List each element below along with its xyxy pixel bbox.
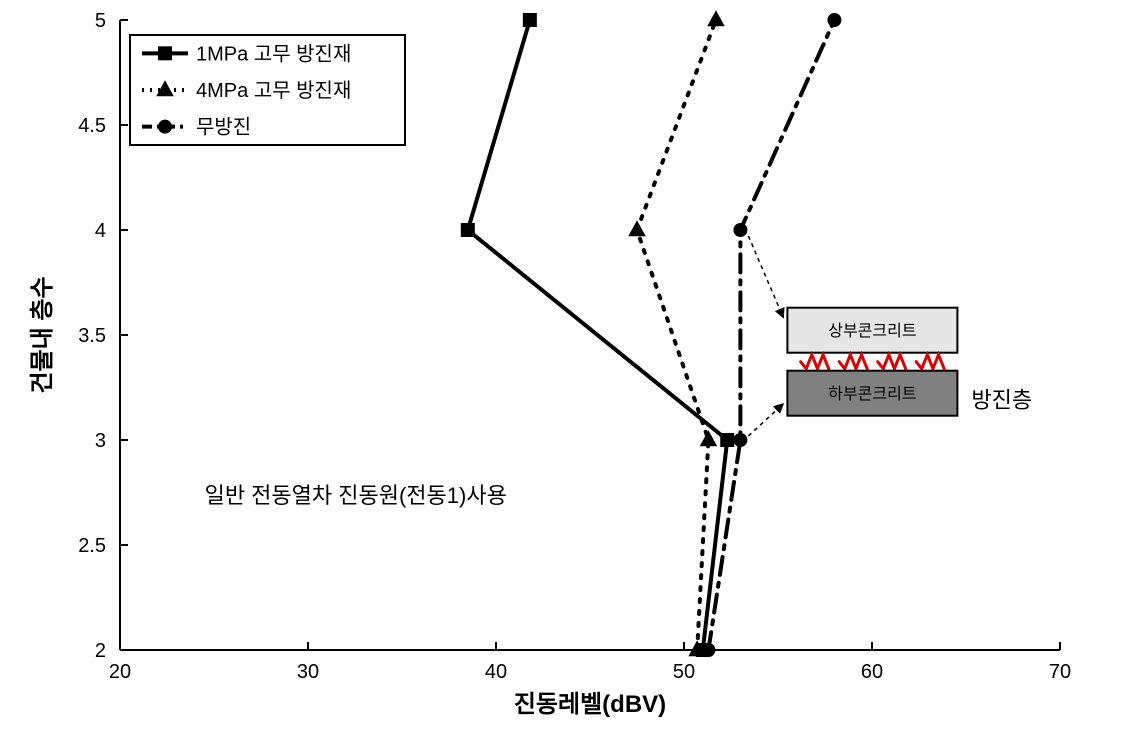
chart-container: 20 30 40 50 60 70 2 2.5 3 3.5 4 4.5 5 진동레벨(dBV) 건물내 층수…	[0, 0, 1139, 745]
marker-square	[523, 13, 537, 27]
diagram-caption: 방진층	[971, 388, 1032, 413]
marker-circle	[733, 433, 747, 447]
marker-square	[720, 433, 734, 447]
legend: 1MPa 고무 방진재 4MPa 고무 방진재무방진	[130, 35, 405, 145]
legend-label: 무방진	[196, 116, 251, 139]
inset-diagram: 상부콘크리트하부콘크리트 방진층	[748, 236, 1032, 436]
annotation-text: 일반 전동열차 진동원(전동1)사용	[205, 483, 507, 508]
series-line	[468, 20, 727, 650]
y-tick-label: 3	[95, 430, 106, 452]
marker-square	[158, 46, 172, 60]
marker-triangle	[700, 430, 718, 446]
diagram-arrow-bottom	[748, 404, 783, 436]
y-tick-label: 5	[95, 10, 106, 32]
x-tick-label: 30	[297, 661, 319, 683]
series-line	[637, 20, 716, 650]
diagram-spring	[916, 355, 944, 369]
x-tick-label: 60	[861, 661, 883, 683]
marker-circle	[158, 120, 172, 134]
series-1	[628, 10, 724, 656]
marker-circle	[827, 13, 841, 27]
y-tick-label: 3.5	[78, 325, 106, 347]
diagram-top-label: 상부콘크리트	[828, 322, 916, 340]
diagram-spring	[839, 355, 867, 369]
x-tick-label: 50	[673, 661, 695, 683]
marker-circle	[701, 643, 715, 657]
x-axis-title: 진동레벨(dBV)	[514, 691, 666, 718]
x-tick-label: 70	[1049, 661, 1071, 683]
legend-label: 4MPa 고무 방진재	[196, 79, 351, 102]
y-axis-title: 건물내 층수	[29, 276, 56, 393]
diagram-arrow-top	[748, 236, 783, 318]
y-tick-label: 2.5	[78, 535, 106, 557]
diagram-bottom-label: 하부콘크리트	[828, 385, 916, 403]
x-tick-label: 40	[485, 661, 507, 683]
y-tick-label: 2	[95, 640, 106, 662]
series-0	[461, 13, 734, 657]
marker-square	[461, 223, 475, 237]
diagram-spring	[878, 355, 906, 369]
chart-svg: 20 30 40 50 60 70 2 2.5 3 3.5 4 4.5 5 진동레벨(dBV) 건물내 층수…	[0, 0, 1139, 745]
x-tick-label: 20	[109, 661, 131, 683]
marker-triangle	[628, 220, 646, 236]
legend-label: 1MPa 고무 방진재	[196, 42, 351, 65]
y-tick-label: 4.5	[78, 115, 106, 137]
marker-circle	[733, 223, 747, 237]
marker-triangle	[707, 10, 725, 26]
diagram-spring	[801, 355, 829, 369]
y-tick-label: 4	[95, 220, 106, 242]
